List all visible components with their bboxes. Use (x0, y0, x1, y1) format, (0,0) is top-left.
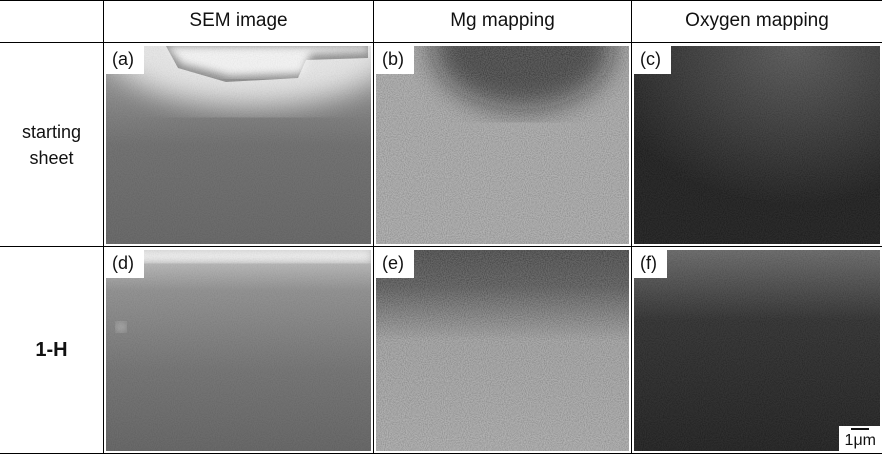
image (376, 46, 629, 244)
scale-bar-line (851, 428, 869, 430)
mg-map: (b) (376, 46, 629, 244)
image (376, 250, 629, 451)
scale-bar-label: 1μm (845, 432, 876, 449)
row-line (0, 42, 882, 43)
column-header: SEM image (104, 0, 373, 42)
column-header: Mg mapping (374, 0, 631, 42)
panel-label: (c) (634, 46, 671, 74)
mg-map: (e) (376, 250, 629, 451)
scale-bar: 1μm (839, 426, 880, 451)
oxygen-map: (c) (634, 46, 880, 244)
panel-label: (a) (106, 46, 144, 74)
image (634, 250, 880, 451)
image (634, 46, 880, 244)
row-label: 1-H (0, 247, 103, 453)
col-line (103, 0, 104, 454)
row-label: starting sheet (0, 43, 103, 246)
column-header: Oxygen mapping (632, 0, 882, 42)
sem-image: (a) (106, 46, 371, 244)
row-label-text: starting sheet (12, 119, 92, 171)
image (106, 250, 371, 451)
row-label-text: 1-H (12, 337, 92, 363)
sem-image: (d) (106, 250, 371, 451)
oxygen-map: (f) 1μm (634, 250, 880, 451)
row-line (0, 246, 882, 247)
figure: SEM image Mg mapping Oxygen mapping star… (0, 0, 882, 454)
col-line (631, 0, 632, 454)
image (106, 46, 371, 244)
panel-label: (f) (634, 250, 667, 278)
panel-label: (b) (376, 46, 414, 74)
panel-label: (d) (106, 250, 144, 278)
col-line (373, 0, 374, 454)
panel-label: (e) (376, 250, 414, 278)
